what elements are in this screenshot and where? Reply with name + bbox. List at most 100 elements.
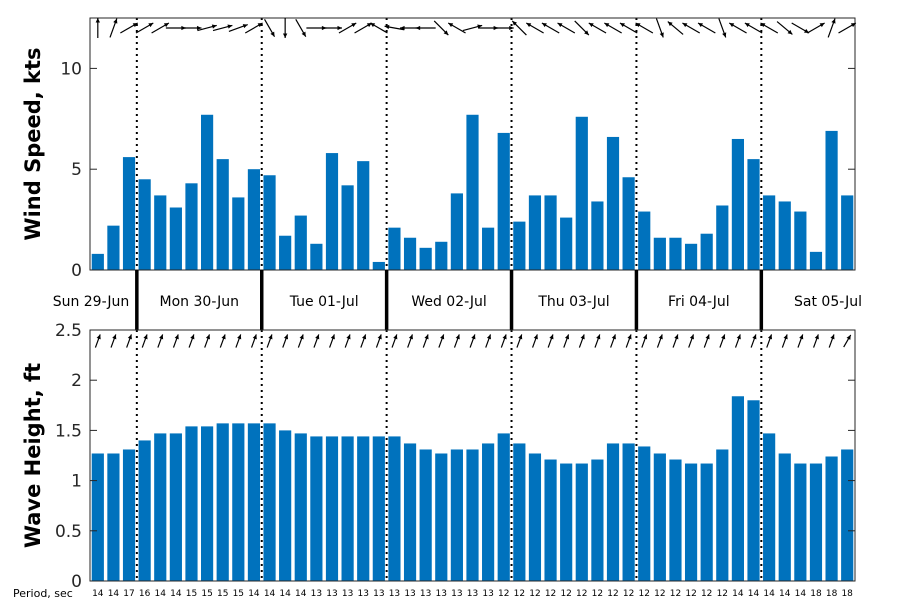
wind-direction-arrow [151,22,170,34]
wave-axes-frame [89,329,856,582]
period-value: 13 [342,589,353,599]
wind-ytick-label: 10 [60,59,82,79]
period-value: 18 [841,589,853,599]
wave-direction-arrow [250,334,257,348]
wave-direction-arrow [344,334,351,348]
wind-bar [669,237,682,270]
period-value: 12 [717,589,728,599]
wave-bar [747,400,760,581]
wave-direction-arrow [719,334,726,348]
wave-bar [731,396,744,581]
wind-direction-arrow [244,22,263,34]
wave-bar [528,453,542,581]
wind-direction-arrow [384,24,405,31]
wind-bar [201,114,214,271]
wave-bar [169,433,182,581]
wave-ylabel: Wave Height, ft [21,363,45,548]
wave-direction-arrow [375,334,382,348]
wave-bar [138,440,151,581]
wave-direction-arrow [688,334,695,348]
wave-direction-arrow [469,334,476,348]
wave-direction-arrow [750,334,757,348]
wind-bar [466,114,479,271]
period-value: 13 [436,589,447,599]
wind-ytick-label: 0 [71,261,82,281]
period-value: 14 [732,589,744,599]
wave-direction-arrow [672,334,679,348]
period-value: 14 [92,589,104,599]
wave-bar [185,426,198,581]
wind-bar [482,227,495,270]
wave-direction-arrow [94,334,101,348]
wind-bar [560,217,573,270]
wave-bar [310,436,323,581]
period-value: 12 [560,589,571,599]
wave-ytick-label: 2 [71,371,82,391]
wave-direction-arrow [141,334,148,348]
wind-direction-arrow [525,22,544,34]
wind-direction-arrow [264,19,276,37]
wind-bar [294,215,307,270]
period-value: 12 [514,589,525,599]
wave-direction-arrow [563,334,570,348]
wind-bar [591,201,604,270]
wind-direction-arrow [212,24,233,32]
wind-bar [575,116,588,270]
wave-bar [435,453,448,581]
wave-bar [513,443,526,581]
wave-bar [357,436,370,581]
wind-bar [497,132,510,270]
period-value: 12 [607,589,618,599]
wave-bar [154,433,167,581]
wind-bar [435,241,448,270]
wind-bar [388,227,401,270]
wave-height-panel: 0 0.5 1 1.5 2 2.5 Wave Height, ft [21,321,856,592]
wave-direction-arrow [500,334,507,348]
period-value: 12 [654,589,665,599]
wave-direction-arrow [126,334,132,348]
period-value: 14 [248,589,260,599]
wave-direction-arrow [266,334,273,348]
wind-bar [107,225,120,270]
wave-bar [653,453,666,581]
wind-bar [122,157,136,270]
wave-bar [294,433,307,581]
period-value: 12 [576,589,587,599]
period-value: 13 [482,589,493,599]
wave-bar [591,459,604,581]
period-value: 12 [639,589,650,599]
wave-direction-arrow [282,334,289,348]
wave-bar [716,449,729,581]
wind-direction-arrow [574,20,590,36]
period-value: 14 [779,589,791,599]
period-value: 13 [404,589,415,599]
wave-direction-arrow [313,334,320,348]
wind-bar [841,195,854,270]
wind-bar [216,159,229,270]
wind-direction-arrow [338,22,357,34]
day-label: Mon 30-Jun [160,294,240,310]
wave-direction-arrow [329,334,335,348]
period-value: 14 [108,589,120,599]
wave-bar [497,433,510,581]
wind-direction-arrow [604,22,622,34]
wind-bar [341,185,354,270]
wave-direction-arrow [547,334,554,348]
period-value: 14 [748,589,760,599]
wind-bar [279,235,292,270]
wave-bar [575,463,588,581]
period-value: 13 [373,589,384,599]
wave-bar [684,463,698,581]
wind-direction-arrow [588,22,607,34]
wind-bar [653,237,666,270]
wave-bar [107,453,120,581]
wind-direction-arrow [447,22,466,34]
wind-direction-arrow [433,20,449,36]
wave-direction-arrow [485,334,492,348]
wave-bar [560,463,573,581]
period-value: 12 [592,589,603,599]
period-value: 14 [795,589,807,599]
wave-ytick-label: 2.5 [55,321,82,341]
day-label: Tue 01-Jul [289,294,359,310]
wave-bar [794,463,807,581]
